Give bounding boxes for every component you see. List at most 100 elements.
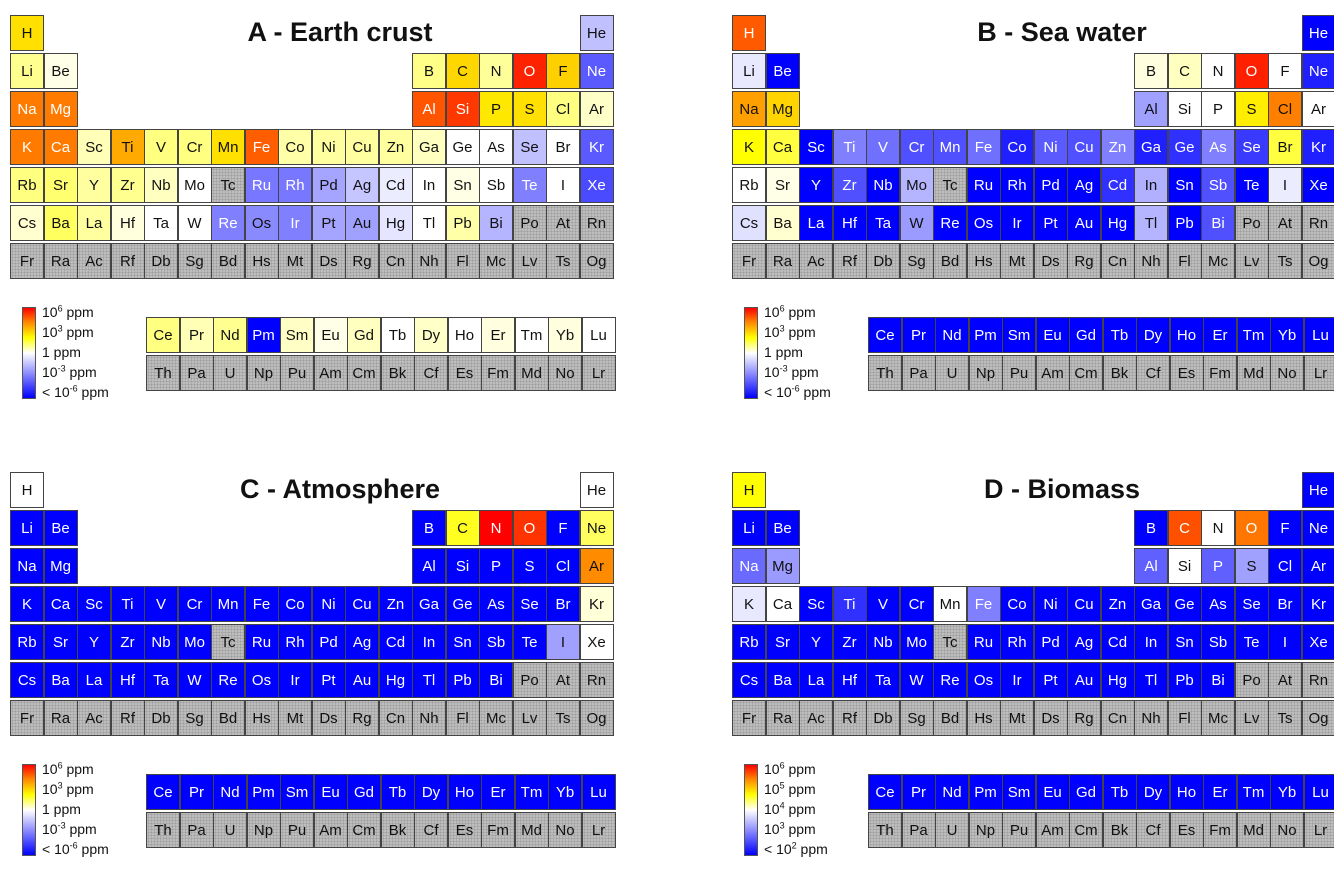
element-cell-zn: Zn: [1101, 129, 1135, 165]
element-cell-zn: Zn: [379, 129, 413, 165]
element-cell-cr: Cr: [178, 586, 212, 622]
element-cell-cs: Cs: [732, 662, 766, 698]
element-cell-cl: Cl: [546, 548, 580, 584]
element-cell-rn: Rn: [1302, 662, 1334, 698]
element-cell-pu: Pu: [1002, 812, 1036, 848]
element-cell-fr: Fr: [10, 243, 44, 279]
element-cell-ir: Ir: [278, 205, 312, 241]
element-cell-fl: Fl: [1168, 700, 1202, 736]
element-cell-p: P: [1201, 548, 1235, 584]
element-cell-y: Y: [799, 167, 833, 203]
element-cell-pd: Pd: [1034, 624, 1068, 660]
element-cell-tc: Tc: [211, 167, 245, 203]
element-cell-lu: Lu: [1304, 317, 1334, 353]
element-cell-th: Th: [868, 812, 902, 848]
element-cell-sg: Sg: [178, 243, 212, 279]
element-cell-i: I: [546, 624, 580, 660]
color-scale-bar: [744, 764, 758, 856]
element-cell-k: K: [10, 586, 44, 622]
element-cell-np: Np: [247, 355, 281, 391]
element-cell-bd: Bd: [211, 243, 245, 279]
element-cell-ta: Ta: [866, 205, 900, 241]
element-cell-o: O: [513, 53, 547, 89]
element-cell-s: S: [1235, 91, 1269, 127]
element-cell-rb: Rb: [732, 167, 766, 203]
element-cell-yb: Yb: [1270, 774, 1304, 810]
element-cell-k: K: [732, 586, 766, 622]
element-cell-nb: Nb: [866, 167, 900, 203]
element-cell-s: S: [513, 548, 547, 584]
element-cell-ir: Ir: [278, 662, 312, 698]
element-cell-po: Po: [513, 205, 547, 241]
element-cell-am: Am: [1036, 355, 1070, 391]
element-cell-ho: Ho: [448, 317, 482, 353]
element-cell-ba: Ba: [766, 662, 800, 698]
element-cell-o: O: [513, 510, 547, 546]
element-cell-cs: Cs: [10, 205, 44, 241]
element-cell-md: Md: [515, 355, 549, 391]
panel-title: D - Biomass: [832, 474, 1292, 505]
element-cell-te: Te: [513, 624, 547, 660]
element-cell-tc: Tc: [211, 624, 245, 660]
element-cell-fm: Fm: [1203, 355, 1237, 391]
element-cell-te: Te: [1235, 624, 1269, 660]
color-scale-label: < 10-6 ppm: [42, 383, 109, 401]
element-cell-mo: Mo: [178, 624, 212, 660]
element-cell-es: Es: [448, 355, 482, 391]
element-cell-li: Li: [10, 53, 44, 89]
element-cell-rf: Rf: [111, 243, 145, 279]
element-cell-lr: Lr: [1304, 355, 1334, 391]
element-cell-mo: Mo: [178, 167, 212, 203]
element-cell-xe: Xe: [1302, 167, 1334, 203]
element-cell-y: Y: [799, 624, 833, 660]
element-cell-ti: Ti: [111, 129, 145, 165]
element-cell-al: Al: [412, 548, 446, 584]
element-cell-gd: Gd: [1069, 317, 1103, 353]
element-cell-zr: Zr: [111, 167, 145, 203]
element-cell-b: B: [412, 510, 446, 546]
color-scale-label: < 102 ppm: [764, 840, 828, 858]
element-cell-ru: Ru: [245, 624, 279, 660]
color-scale-label: 103 ppm: [42, 323, 94, 341]
element-cell-lr: Lr: [582, 812, 616, 848]
element-cell-mg: Mg: [766, 91, 800, 127]
element-cell-am: Am: [314, 812, 348, 848]
element-cell-os: Os: [245, 662, 279, 698]
element-cell-au: Au: [1067, 662, 1101, 698]
element-cell-br: Br: [546, 586, 580, 622]
element-cell-sr: Sr: [766, 624, 800, 660]
element-cell-h: H: [10, 472, 44, 508]
element-cell-cf: Cf: [1136, 355, 1170, 391]
element-cell-la: La: [77, 205, 111, 241]
element-cell-pm: Pm: [247, 317, 281, 353]
element-cell-se: Se: [1235, 129, 1269, 165]
element-cell-si: Si: [446, 91, 480, 127]
element-cell-pm: Pm: [969, 317, 1003, 353]
element-cell-nd: Nd: [213, 317, 247, 353]
element-cell-au: Au: [345, 205, 379, 241]
element-cell-w: W: [178, 662, 212, 698]
element-cell-cu: Cu: [345, 129, 379, 165]
element-cell-re: Re: [211, 662, 245, 698]
element-cell-w: W: [900, 205, 934, 241]
element-cell-tc: Tc: [933, 624, 967, 660]
element-cell-si: Si: [1168, 91, 1202, 127]
element-cell-rf: Rf: [833, 243, 867, 279]
element-cell-ca: Ca: [44, 586, 78, 622]
element-cell-ne: Ne: [580, 53, 614, 89]
element-cell-sr: Sr: [44, 167, 78, 203]
element-cell-sn: Sn: [1168, 167, 1202, 203]
element-cell-ta: Ta: [144, 205, 178, 241]
element-cell-cd: Cd: [1101, 624, 1135, 660]
element-cell-cn: Cn: [379, 243, 413, 279]
element-cell-at: At: [546, 662, 580, 698]
element-cell-p: P: [479, 91, 513, 127]
element-cell-ds: Ds: [1034, 700, 1068, 736]
element-cell-sr: Sr: [766, 167, 800, 203]
element-cell-bi: Bi: [1201, 205, 1235, 241]
element-cell-dy: Dy: [414, 317, 448, 353]
element-cell-ag: Ag: [345, 624, 379, 660]
element-cell-sm: Sm: [280, 317, 314, 353]
element-cell-am: Am: [314, 355, 348, 391]
element-cell-ag: Ag: [1067, 624, 1101, 660]
